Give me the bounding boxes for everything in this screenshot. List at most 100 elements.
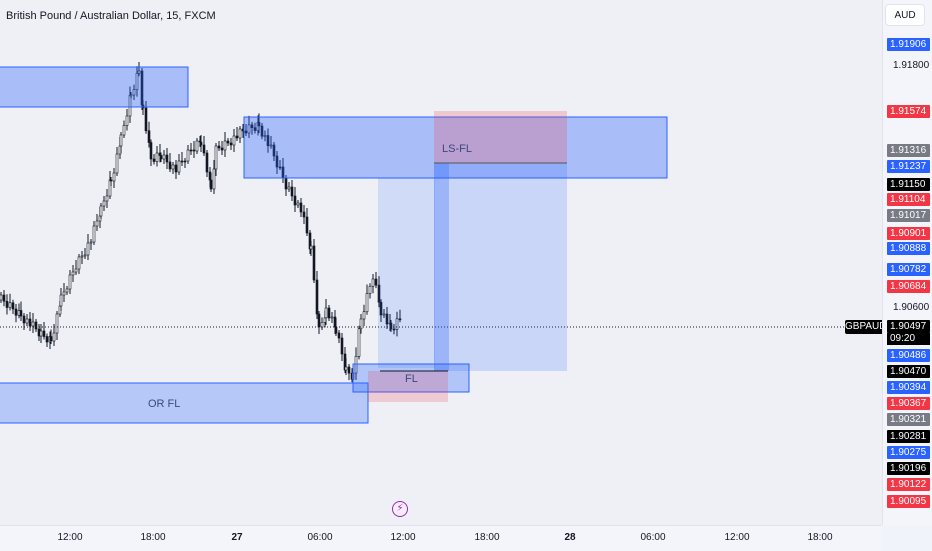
candle-body (14, 308, 18, 316)
candle-body (226, 140, 230, 144)
candle-body (293, 195, 297, 206)
chart-title[interactable]: British Pound / Australian Dollar, 15, F… (6, 10, 216, 22)
candle-body (28, 318, 32, 327)
candle-body (192, 149, 196, 152)
candle-body (149, 142, 153, 160)
candle-body (317, 313, 321, 328)
price-tag: 1.91574 (887, 105, 930, 118)
candle-body (22, 315, 26, 324)
candle-body (362, 311, 366, 320)
candle-body (155, 152, 159, 162)
candle-body (34, 321, 38, 330)
price-tag: 1.90281 (887, 430, 930, 443)
candle-body (55, 313, 59, 334)
price-tag: 1.90275 (887, 446, 930, 459)
price-tag: 1.90782 (887, 263, 930, 276)
candle-body (324, 307, 328, 319)
price-tick-label: 1.90600 (893, 302, 930, 313)
candle-body (354, 356, 358, 374)
chart-canvas[interactable] (0, 0, 882, 525)
candle-body (89, 241, 93, 244)
candle-body (125, 115, 129, 126)
candle-body (330, 316, 334, 319)
candle-body (92, 225, 96, 243)
symbol-tag: GBPAUD (845, 320, 882, 334)
candle-body (189, 149, 193, 152)
candle-body (168, 161, 172, 170)
candle-body (309, 245, 313, 250)
candle-body (2, 294, 6, 302)
candle-body (290, 186, 294, 197)
position-target-left[interactable] (378, 178, 435, 368)
candle-body (260, 125, 264, 137)
candle-body (232, 135, 236, 146)
zone-fl[interactable] (352, 363, 470, 393)
candle-body (385, 313, 389, 325)
zone-ls-fl[interactable] (243, 116, 668, 179)
candle-body (202, 144, 206, 154)
time-axis[interactable]: 12:00 18:00 27 06:00 12:00 18:00 28 06:00 12:00 1… (0, 525, 882, 551)
candle-body (272, 144, 276, 157)
time-label: 12:00 (724, 532, 750, 543)
price-tag: 1.90486 (887, 349, 930, 362)
price-tag: 1.90888 (887, 242, 930, 255)
candle-body (278, 166, 282, 169)
candle-body (315, 279, 319, 315)
zone-top-left[interactable] (0, 66, 189, 108)
candle-body (223, 140, 227, 151)
candle-body (296, 202, 300, 206)
candle-body (217, 145, 221, 149)
position-entry-bar[interactable] (434, 163, 449, 371)
candle-body (59, 294, 63, 307)
candle-body (359, 318, 363, 330)
price-tag: 1.91237 (887, 160, 930, 173)
price-tag: 1.91017 (887, 209, 930, 222)
candle-body (299, 202, 303, 213)
candle-body (320, 322, 324, 328)
candle-body (174, 164, 178, 173)
candle-body (42, 330, 46, 337)
or-fl-label: OR FL (148, 398, 181, 410)
position-stop-fl[interactable] (368, 371, 448, 402)
price-tag: 1.91906 (887, 38, 930, 51)
candle-body (71, 271, 75, 276)
candle-body (135, 72, 139, 90)
time-label: 18:00 (140, 532, 166, 543)
candle-body (25, 318, 29, 324)
candle-body (122, 125, 126, 136)
candle-body (269, 144, 273, 147)
candle-body (220, 147, 224, 151)
candlestick-series (0, 62, 402, 385)
candle-body (340, 337, 344, 355)
chart-area[interactable]: British Pound / Australian Dollar, 15, F… (0, 0, 882, 525)
candle-body (129, 94, 133, 97)
position-stop-red[interactable] (434, 111, 567, 163)
candle-body (253, 127, 257, 131)
price-tag: 1.90684 (887, 280, 930, 293)
candle-body (86, 242, 90, 256)
candle-body (45, 336, 49, 343)
candle-body (287, 186, 291, 190)
candle-body (68, 274, 72, 290)
candle-body (102, 200, 106, 207)
candle-body (212, 168, 216, 190)
candle-body (180, 160, 184, 163)
time-label: 18:00 (474, 532, 500, 543)
price-tag: 1.90470 (887, 365, 930, 378)
candle-body (5, 300, 9, 308)
candle-body (257, 122, 261, 127)
candle-body (244, 130, 248, 134)
zone-or-fl[interactable] (0, 382, 369, 424)
countdown-tag: 09:20 (887, 333, 930, 345)
lightning-icon[interactable]: ⚡ (392, 501, 408, 517)
position-target-right[interactable] (434, 163, 567, 371)
currency-button[interactable]: AUD (885, 4, 925, 26)
candle-body (74, 268, 78, 273)
candle-body (0, 294, 3, 301)
candle-body (105, 195, 109, 202)
time-label: 18:00 (807, 532, 833, 543)
candle-body (144, 107, 148, 132)
candle-body (284, 177, 288, 190)
candle-body (11, 302, 15, 310)
candle-body (334, 326, 338, 334)
